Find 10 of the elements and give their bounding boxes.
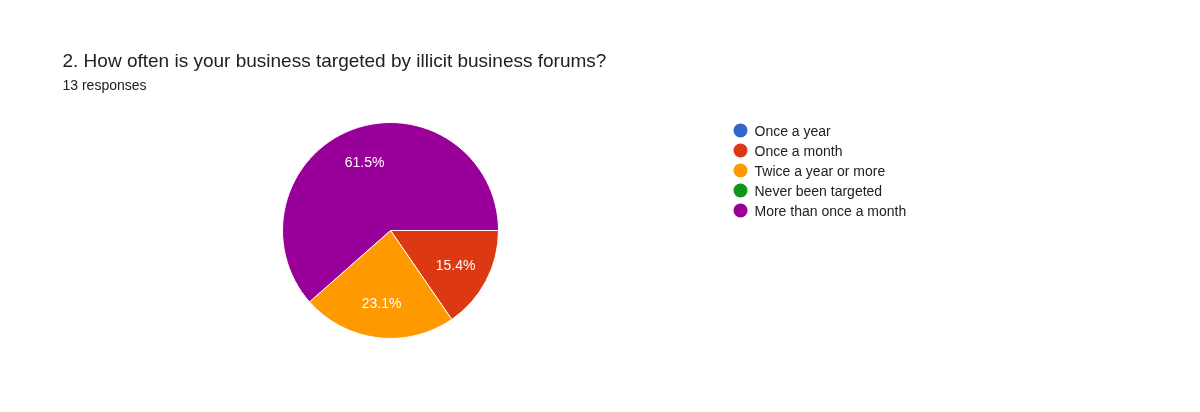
legend-label: Once a year: [754, 122, 832, 139]
legend-label: Twice a year or more: [754, 162, 886, 179]
data-label: 15.4%: [435, 256, 476, 273]
legend-label: Never been targeted: [754, 182, 883, 199]
legend-label: More than once a month: [754, 202, 907, 219]
data-label: 61.5%: [344, 153, 385, 170]
chart-title: 2. How often is your business targeted by illicit business forums?: [62, 50, 607, 71]
text: 13 responses: [62, 76, 147, 93]
legend-label: Once a month: [754, 142, 843, 159]
data-label: 23.1%: [361, 295, 402, 312]
